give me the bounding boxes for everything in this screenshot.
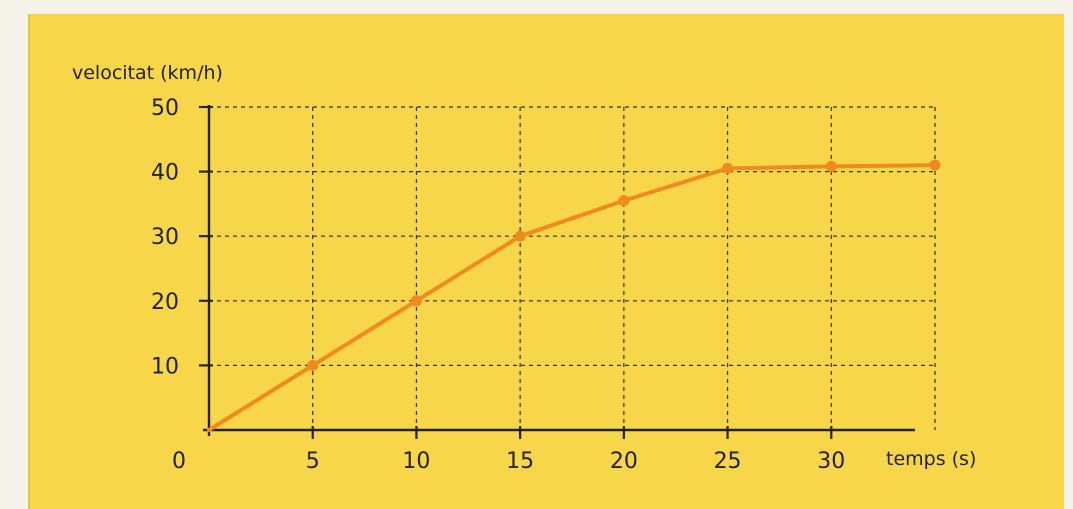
data-point <box>929 159 941 171</box>
x-axis-label: temps (s) <box>886 448 976 470</box>
data-point <box>825 160 837 172</box>
x-tick-label: 5 <box>306 449 320 474</box>
data-point <box>618 195 630 207</box>
y-tick-label: 40 <box>151 161 179 186</box>
x-tick-label: 25 <box>714 449 742 474</box>
data-point <box>722 162 734 174</box>
data-point <box>514 230 526 242</box>
series-line <box>207 163 937 432</box>
x-tick-label: 20 <box>610 449 638 474</box>
grid <box>209 106 936 430</box>
y-tick-label: 10 <box>151 354 179 379</box>
x-tick-label: 10 <box>402 449 430 474</box>
tick-labels: 10 20 30 40 50 5 10 15 20 25 30 <box>151 96 845 474</box>
series-points <box>307 159 941 371</box>
chart-panel <box>28 14 1064 509</box>
y-axis-label: velocitat (km/h) <box>72 62 223 84</box>
x-tick-label: 15 <box>506 449 534 474</box>
y-tick-label: 50 <box>151 96 179 121</box>
y-tick-label: 20 <box>151 290 179 315</box>
axes <box>203 105 915 436</box>
x-tick-label: 30 <box>817 449 845 474</box>
data-point <box>410 295 422 307</box>
y-tick-label: 30 <box>151 225 179 250</box>
data-point <box>307 359 319 371</box>
origin-label: 0 <box>172 449 186 474</box>
ticks <box>199 105 833 439</box>
